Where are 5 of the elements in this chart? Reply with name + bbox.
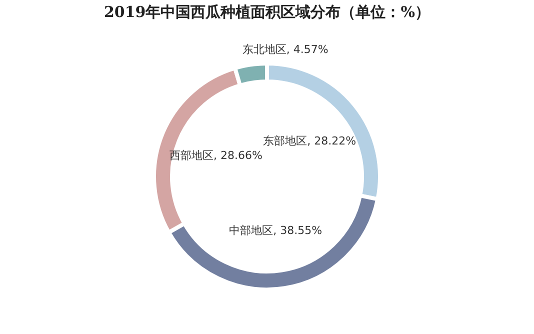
slice-label: 东北地区, 4.57% bbox=[242, 42, 328, 56]
chart-title: 2019年中国西瓜种植面积区域分布（单位：%） bbox=[104, 3, 430, 21]
slice-label: 东部地区, 28.22% bbox=[263, 134, 356, 148]
slice-label: 中部地区, 38.55% bbox=[229, 224, 322, 237]
slice-label: 西部地区, 28.66% bbox=[170, 148, 262, 162]
